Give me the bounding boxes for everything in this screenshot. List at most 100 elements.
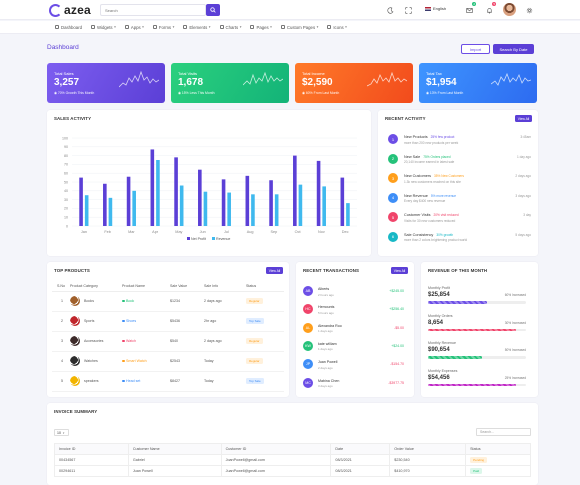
column-header: Product Category (70, 281, 122, 292)
search-input[interactable] (101, 5, 205, 15)
table-header-row: S.No Product Category Product Name Sale Val… (52, 281, 284, 292)
activity-description: Visits for 30 new customers reduced (404, 218, 456, 223)
notification-button[interactable]: 5 (483, 2, 496, 16)
menu-item-dashboard[interactable]: Dashboard (55, 25, 82, 30)
y-tick-label: 70 (64, 163, 68, 167)
column-header[interactable]: Customer Name (127, 443, 222, 455)
fullscreen-button[interactable] (402, 4, 414, 16)
column-header: S.No (52, 281, 70, 292)
trend-icon: ◉ (54, 91, 58, 95)
sparkline (367, 71, 407, 87)
status-dot (122, 299, 125, 303)
menu-item-icon (250, 25, 255, 29)
legend-label: Net Profit (191, 237, 206, 241)
products-view-all-button[interactable]: View All (266, 267, 283, 274)
bar-revenue-dec (346, 203, 350, 226)
invoice-title: INVOICE SUMMARY (54, 409, 98, 414)
table-row[interactable]: 00294611 Juan Powell JuanPowell@gmail.com 0… (54, 465, 531, 477)
transaction-amount: +$245.00 (389, 289, 404, 293)
activity-item[interactable]: 4 New Revenue 5% more revenue Every day $40… (388, 192, 531, 213)
transaction-item[interactable]: KW kate william 1 days ago +$24.00 (303, 340, 404, 360)
column-header[interactable]: Customer ID (220, 443, 332, 455)
chevron-down-icon: ▾ (316, 25, 319, 29)
table-row[interactable]: 00434567 Gabriel JoanPowell@gmail.com 08/3/… (54, 454, 531, 466)
search-button[interactable] (206, 4, 220, 16)
activity-item[interactable]: 5 Customer Visits 20% visit reduced Visits … (388, 212, 531, 232)
activity-item[interactable]: 6 Sale Consistency 30% growth more than 2 c… (388, 231, 531, 252)
transaction-amount: +$256.40 (389, 307, 404, 312)
activity-item[interactable]: 2 New Sale 75% Orders placed 20,140 income … (388, 153, 531, 174)
revenue-value: $25,854 (428, 292, 450, 298)
chevron-down-icon: ▾ (270, 25, 272, 29)
menu-item-icon (91, 25, 96, 29)
y-tick-label: 90 (64, 145, 68, 149)
transaction-item[interactable]: MC Mabina Chen 3 days ago -$3977.75 (303, 377, 404, 397)
activity-view-all-button[interactable]: View All (515, 115, 532, 122)
status-badge: Regular (246, 338, 263, 344)
menu-item-icon (327, 25, 332, 29)
activity-item[interactable]: 3 New Customers 35% New Customers 1.3k new … (388, 173, 531, 193)
revenue-label: Monthly Revenue (428, 341, 456, 345)
revenue-percent: 25% Increased (504, 375, 526, 380)
column-header[interactable]: Date (330, 443, 391, 455)
menu-item-elements[interactable]: Elements ▾ (183, 25, 211, 30)
revenue-item: Monthly Revenue $90,654 50% Increased (428, 341, 526, 369)
menu-item-forms[interactable]: Forms ▾ (152, 25, 174, 30)
product-name: Shoes (126, 319, 137, 323)
language-selector[interactable]: English (425, 6, 446, 11)
mail-badge: 2 (472, 2, 476, 6)
menu-item-pages[interactable]: Pages ▾ (250, 24, 272, 30)
menu-item-widgets[interactable]: Widgets ▾ (91, 25, 116, 30)
transaction-item[interactable]: JP Juan Powell 2 days ago -$154.70 (303, 359, 404, 378)
brand-logo[interactable]: azea (49, 3, 91, 17)
transactions-view-all-button[interactable]: View All (391, 267, 408, 274)
column-header[interactable]: Order Value (389, 443, 467, 455)
activity-number-badge: 6 (388, 231, 398, 242)
activity-item[interactable]: 1 New Products 25% few product more than 20… (388, 134, 531, 154)
import-button[interactable]: Import (461, 44, 490, 54)
bar-net-profit-nov (316, 160, 321, 226)
search-by-date-button[interactable]: Search By Date (493, 44, 534, 54)
table-row[interactable]: 5 speakers Head set $8427 Today Top Sale (52, 371, 284, 392)
menu-item-icons[interactable]: Icons ▾ (327, 25, 347, 30)
product-category-cell: Books (70, 291, 122, 312)
transaction-item[interactable]: HC Hemounts 5 hours ago +$256.40 (303, 304, 404, 323)
column-header: Sale Info (204, 281, 246, 292)
menu-item-custom-pages[interactable]: Custom Pages ▾ (280, 25, 319, 30)
transaction-item[interactable]: AB Alberts 2 hours ago +$245.00 (303, 286, 404, 305)
settings-button[interactable] (523, 4, 535, 16)
table-row[interactable]: 2 Sports Shoes $5436 2hr ago Top Sale (52, 311, 284, 332)
transaction-avatar: JP (303, 359, 313, 370)
revenue-label: Monthly Orders (428, 313, 453, 318)
menu-item-icon (280, 25, 285, 29)
bar-revenue-jun (203, 191, 208, 226)
activity-description: 20,140 income earned in latest sale (404, 160, 455, 164)
table-row[interactable]: 1 Books Book $1234 2 days ago Regular (52, 291, 284, 312)
dark-mode-toggle[interactable] (384, 4, 396, 16)
x-tick-label: Apr (152, 230, 159, 234)
fullscreen-icon (404, 6, 412, 14)
product-category-cell: Accessories (70, 331, 122, 352)
page-size-select[interactable]: 10 ▾ (54, 429, 69, 436)
user-avatar[interactable] (503, 3, 516, 16)
column-header[interactable]: Invoice ID (54, 443, 129, 455)
status-badge: Regular (246, 298, 263, 304)
menu-item-charts[interactable]: Charts ▾ (219, 25, 241, 30)
menu-item-label: Pages (256, 24, 269, 30)
transaction-name: Alexandra Roo (318, 323, 342, 328)
revenue-value: $54,456 (428, 374, 450, 381)
invoice-id: 00434567 (54, 454, 129, 466)
table-row[interactable]: 3 Accessories Watch $540 2 days ago Regular (52, 331, 284, 352)
bar-net-profit-apr (150, 149, 155, 226)
sale-info: 2hr ago (204, 311, 246, 332)
transaction-item[interactable]: AL Alexandra Roo 1 days ago -$5.00 (303, 322, 404, 342)
y-tick-label: 50 (64, 180, 68, 184)
table-row[interactable]: 4 Watches Smart Watch $2543 Today Regular (52, 351, 284, 372)
bar-revenue-jan (84, 195, 89, 226)
mail-button[interactable]: 2 (463, 2, 476, 16)
column-header[interactable]: Status (465, 443, 531, 455)
row-number: 2 (52, 311, 70, 332)
invoice-search-input[interactable]: Search... (476, 428, 531, 436)
menu-item-apps[interactable]: Apps ▾ (124, 25, 144, 30)
x-tick-label: Sep (270, 230, 277, 234)
